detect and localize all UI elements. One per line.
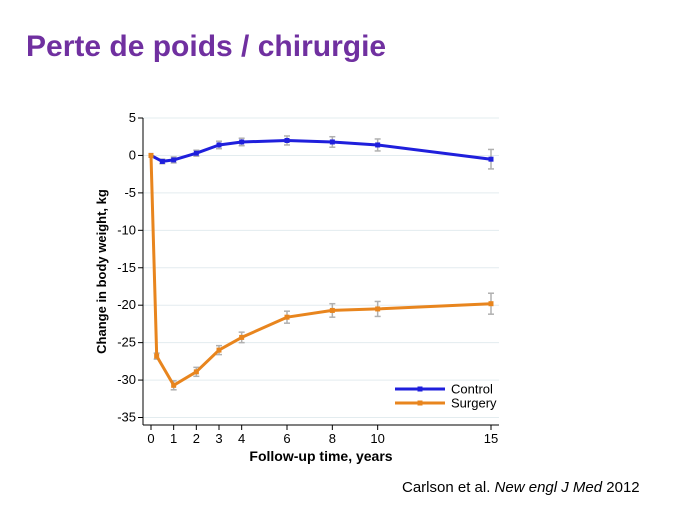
data-point [375,306,381,312]
legend-marker [417,386,423,392]
citation-authors: Carlson et al. [402,479,491,496]
data-point [171,157,177,163]
x-axis-label: Follow-up time, years [249,448,392,464]
data-point [239,334,245,340]
legend-label: Control [451,382,493,397]
data-point [193,369,199,375]
series-line-control [149,139,493,163]
data-point [193,150,199,156]
data-point [329,307,335,313]
data-point [239,139,245,145]
x-tick-label: 10 [370,431,384,446]
legend-marker [417,400,423,406]
data-point [488,301,494,307]
x-tick-label: 8 [329,431,336,446]
y-tick-label: 5 [129,110,136,125]
y-tick-label: -20 [117,297,136,312]
legend-item-surgery: Surgery [395,396,497,411]
data-point [284,137,290,143]
y-tick-label: -5 [124,185,136,200]
y-tick-label: -15 [117,260,136,275]
legend-label: Surgery [451,396,497,411]
y-tick-label: -35 [117,410,136,425]
x-tick-label: 3 [215,431,222,446]
series-control [148,135,494,170]
citation-year: 2012 [606,479,640,496]
y-tick-label: -30 [117,372,136,387]
data-point [216,347,222,353]
citation: Carlson et al. New engl J Med 2012 [402,479,640,496]
data-point [488,156,494,162]
x-tick-label: 4 [238,431,245,446]
y-tick-label: -25 [117,335,136,350]
slide-title: Perte de poids / chirurgie [26,30,387,63]
x-tick-label: 6 [283,431,290,446]
legend-item-control: Control [395,382,493,397]
data-point [375,142,381,148]
data-point [329,139,335,145]
x-tick-label: 1 [170,431,177,446]
data-point [154,353,160,359]
citation-journal: New engl J Med [494,479,603,496]
data-point [216,142,222,148]
x-tick-label: 2 [193,431,200,446]
data-point [284,314,290,320]
y-axis-label: Change in body weight, kg [94,189,109,354]
series-line-surgery [149,153,493,387]
data-point [171,382,177,388]
series-surgery [148,152,494,391]
data-point [148,152,154,158]
y-tick-label: 0 [129,147,136,162]
x-tick-label: 15 [484,431,498,446]
x-tick-label: 0 [147,431,154,446]
data-point [159,158,165,164]
gridlines [143,117,499,419]
y-tick-label: -10 [117,222,136,237]
